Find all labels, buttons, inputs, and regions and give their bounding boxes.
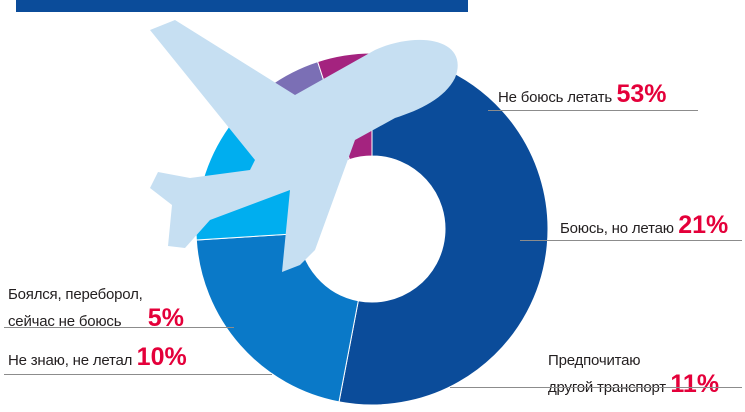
label-text: Боюсь, но летаю (560, 220, 674, 237)
label-dont-know: Не знаю, не летал 10% (8, 343, 187, 372)
airplane-icon (150, 20, 458, 272)
label-percent: 10% (136, 343, 187, 371)
label-text: Не боюсь летать (498, 89, 613, 106)
slice-fear-but-fly (195, 233, 359, 403)
label-percent: 53% (616, 80, 667, 108)
label-dont-fear: Не боюсь летать 53% (498, 80, 667, 109)
header-bar (16, 0, 468, 12)
label-percent: 21% (678, 211, 729, 239)
label-percent: 11% (670, 370, 720, 398)
leader-line (488, 110, 698, 111)
label-text-line2: сейчас не боюсь (8, 313, 122, 330)
leader-line (4, 374, 272, 375)
label-overcame: Боялся, переборол, сейчас не боюсь 5% (8, 285, 184, 333)
label-text-line1: Предпочитаю (548, 352, 641, 369)
leader-line (520, 240, 742, 241)
label-text: Не знаю, не летал (8, 352, 133, 369)
label-text-line1: Боялся, переборол, (8, 286, 143, 303)
label-other-transport: Предпочитаю другой транспорт 11% (548, 351, 719, 399)
label-fear-but-fly: Боюсь, но летаю 21% (560, 211, 728, 240)
slice-dont-fear (338, 52, 549, 406)
leader-line (4, 327, 234, 328)
leader-line (450, 387, 742, 388)
